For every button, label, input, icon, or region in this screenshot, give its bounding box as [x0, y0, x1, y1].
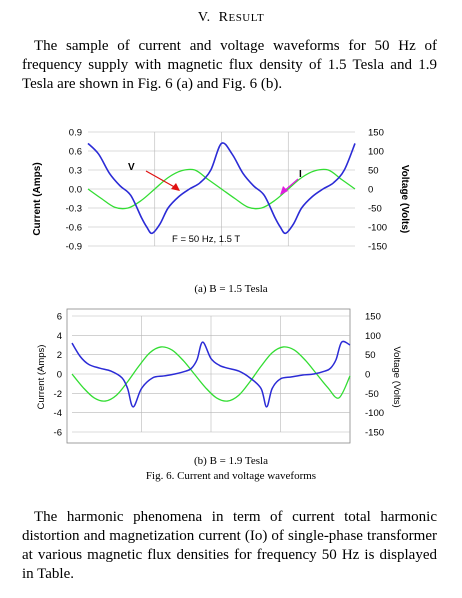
right-tick-label: -150: [365, 428, 384, 439]
voltage-arrowhead: [171, 183, 180, 191]
voltage-arrow: [145, 170, 179, 190]
left-tick-label: 0.3: [69, 166, 82, 177]
left-tick-label: 6: [57, 312, 62, 323]
voltage-arrow-label: V: [128, 162, 135, 173]
right-tick-label: 50: [365, 350, 376, 361]
chart-a-ylabel-right: Voltage (Volts): [399, 165, 410, 234]
section-title-rest: ESULT: [228, 12, 265, 24]
right-tick-label: -50: [368, 204, 382, 215]
left-tick-label: 0: [57, 370, 62, 381]
right-tick-label: -100: [368, 223, 387, 234]
right-tick-label: -50: [365, 389, 379, 400]
current-arrowhead: [280, 186, 288, 195]
left-tick-label: -4: [54, 408, 62, 419]
right-tick-label: 100: [368, 147, 384, 158]
caption-a: (a) B = 1.5 Tesla: [194, 283, 268, 295]
right-tick-label: 100: [365, 331, 381, 342]
left-tick-label: 4: [57, 331, 62, 342]
right-tick-label: -100: [365, 408, 384, 419]
right-tick-label: 0: [368, 185, 373, 196]
left-tick-label: -6: [54, 428, 62, 439]
left-tick-label: -2: [54, 389, 62, 400]
chart-b-current-series: [71, 340, 351, 408]
current-arrow-label: I: [299, 169, 302, 180]
section-number: V.: [197, 10, 211, 25]
section-title-first: R: [218, 10, 229, 25]
chart-a-current-series: [87, 142, 356, 235]
left-tick-label: -0.3: [66, 204, 82, 215]
right-tick-label: -150: [368, 242, 387, 253]
left-tick-label: 2: [57, 350, 62, 361]
left-tick-label: 0.6: [69, 147, 82, 158]
left-tick-label: -0.6: [66, 223, 82, 234]
chart-b-voltage-series: [71, 346, 351, 402]
left-tick-label: -0.9: [66, 242, 82, 253]
section-heading: V. RESULT: [0, 10, 462, 26]
right-tick-label: 150: [365, 312, 381, 323]
figure-caption: Fig. 6. Current and voltage waveforms: [145, 470, 317, 482]
chart-b: Current (Amps) Voltage (Volts) 6 150 4 100 2…: [36, 308, 402, 444]
right-tick-label: 50: [368, 166, 379, 177]
paragraph-harmonics: The harmonic phenomena in term of curren…: [22, 509, 437, 582]
chart-a-ylabel-left: Current (Amps): [32, 162, 43, 235]
caption-b: (b) B = 1.9 Tesla: [194, 455, 268, 467]
right-tick-label: 150: [368, 128, 384, 139]
paragraph-intro: The sample of current and voltage wavefo…: [22, 38, 437, 92]
chart-b-ylabel-right: Voltage (Volts): [391, 346, 402, 407]
left-tick-label: 0.9: [69, 128, 82, 139]
chart-a: Current (Amps) Voltage (Volts) 0.9 150 0.6…: [32, 128, 410, 253]
right-tick-label: 0: [365, 370, 370, 381]
chart-a-annotation: F = 50 Hz, 1.5 T: [172, 234, 240, 245]
chart-b-ylabel-left: Current (Amps): [36, 345, 47, 410]
left-tick-label: 0.0: [69, 185, 82, 196]
chart-a-voltage-series: [87, 168, 356, 210]
chart-a-grid: [88, 131, 355, 247]
